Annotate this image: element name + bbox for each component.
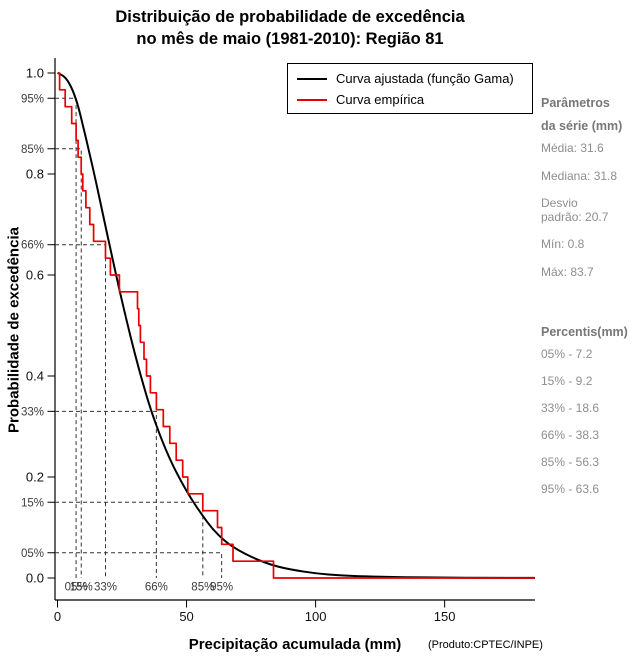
legend-item-fitted: Curva ajustada (função Gama): [297, 71, 523, 86]
empirical-curve-swatch: [297, 98, 327, 101]
y-percent-label: 85%: [21, 144, 44, 156]
y-tick-label: 0.8: [26, 167, 44, 182]
x-tick-label: 50: [179, 609, 193, 624]
percentile-guide-line: [55, 148, 82, 578]
x-axis-title-row: Precipitação acumulada (mm): [55, 636, 535, 653]
chart-title-line2: no mês de maio (1981-2010): Região 81: [136, 30, 444, 48]
legend-label-fitted: Curva ajustada (função Gama): [336, 71, 514, 86]
stat-item: Média: 31.6: [541, 141, 604, 155]
percentile-item: 66% - 38.3: [541, 428, 600, 442]
x-tick-label: 150: [434, 609, 456, 624]
x-axis-title: Precipitação acumulada (mm): [188, 636, 402, 653]
stats-panel: Parâmetros da série (mm) Média: 31.6 Medi…: [541, 96, 638, 510]
x-percent-label: 15%: [70, 582, 93, 594]
y-tick-label: 1.0: [26, 66, 44, 81]
legend-label-empirical: Curva empírica: [336, 92, 425, 107]
stat-item: Máx: 83.7: [541, 264, 594, 279]
y-percent-label: 05%: [21, 548, 44, 560]
y-tick-label: 0.6: [26, 268, 44, 283]
x-tick-label: 100: [305, 609, 327, 624]
chart-title-line1: Distribuição de probabilidade de excedên…: [115, 8, 465, 26]
chart-title: Distribuição de probabilidade de excedên…: [0, 6, 580, 50]
percentile-item: 05% - 7.2: [541, 347, 593, 361]
x-percent-label: 95%: [210, 582, 233, 594]
y-percent-label: 95%: [21, 93, 44, 105]
percentile-item: 95% - 63.6: [541, 482, 600, 496]
stat-item: Desvio padrão: 20.7: [541, 196, 609, 224]
y-percent-label: 15%: [21, 497, 44, 509]
stat-item: Mediana: 31.8: [541, 168, 618, 183]
product-credit: (Produto:CPTEC/INPE): [428, 639, 543, 651]
percentile-item: 85% - 56.3: [541, 455, 600, 469]
y-tick-label: 0.0: [26, 571, 44, 586]
params-header-line1: Parâmetros: [541, 96, 610, 110]
y-percent-label: 33%: [21, 406, 44, 418]
percentile-guide-line: [55, 501, 204, 578]
fitted-curve-swatch: [297, 77, 327, 80]
stat-item: Mín: 0.8: [541, 237, 585, 251]
legend-item-empirical: Curva empírica: [297, 92, 523, 107]
stats-list: Média: 31.6 Mediana: 31.8 Desvio padrão: 2…: [541, 141, 638, 279]
y-tick-label: 0.4: [26, 369, 44, 384]
percentiles-header: Percentis(mm): [541, 325, 628, 339]
fitted-gamma-curve: [57, 72, 536, 579]
y-tick-label: 0.2: [26, 470, 44, 485]
y-percent-label: 66%: [21, 240, 44, 252]
x-percent-label: 33%: [94, 582, 117, 594]
x-percent-label: 85%: [191, 582, 214, 594]
x-tick-label: 0: [54, 609, 61, 624]
y-axis-title: Probabilidade de excedência: [5, 227, 23, 433]
percentiles-list: 05% - 7.2 15% - 9.2 33% - 18.6 66% - 38.3 85…: [541, 347, 638, 497]
percentile-guide-line: [55, 410, 157, 578]
x-percent-label: 05%: [65, 582, 88, 594]
empirical-curve: [57, 72, 535, 579]
legend: Curva ajustada (função Gama) Curva empír…: [287, 63, 533, 114]
percentile-guide-line: [55, 552, 223, 578]
percentile-item: 33% - 18.6: [541, 401, 600, 415]
percentile-item: 15% - 9.2: [541, 374, 593, 388]
x-percent-label: 66%: [145, 582, 168, 594]
percentile-guide-line: [55, 97, 77, 578]
params-header-line2: da série (mm): [541, 119, 623, 133]
